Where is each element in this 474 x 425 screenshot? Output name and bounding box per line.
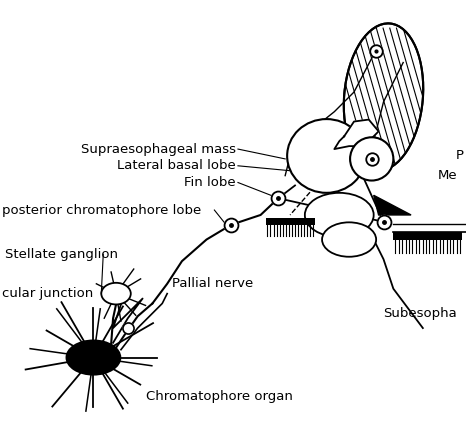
Text: Chromatophore organ: Chromatophore organ: [146, 391, 292, 403]
Text: Lateral basal lobe: Lateral basal lobe: [117, 159, 236, 172]
Ellipse shape: [101, 283, 131, 304]
Polygon shape: [265, 218, 315, 225]
Text: posterior chromatophore lobe: posterior chromatophore lobe: [2, 204, 201, 217]
Text: Fin lobe: Fin lobe: [184, 176, 236, 189]
Ellipse shape: [305, 193, 374, 237]
Ellipse shape: [322, 222, 376, 257]
Text: Stellate ganglion: Stellate ganglion: [5, 248, 118, 261]
Text: Subesophа: Subesophа: [383, 307, 457, 320]
Polygon shape: [334, 119, 379, 149]
Ellipse shape: [287, 119, 366, 193]
Text: Me: Me: [438, 169, 457, 182]
Ellipse shape: [66, 340, 120, 375]
Polygon shape: [393, 232, 462, 240]
Text: cular junction: cular junction: [2, 287, 93, 300]
Circle shape: [350, 137, 393, 181]
Polygon shape: [374, 196, 411, 215]
Text: Pallial nerve: Pallial nerve: [172, 277, 253, 290]
Text: Supraesophageal mass: Supraesophageal mass: [81, 142, 236, 156]
Text: P: P: [456, 150, 463, 162]
Ellipse shape: [344, 23, 423, 170]
